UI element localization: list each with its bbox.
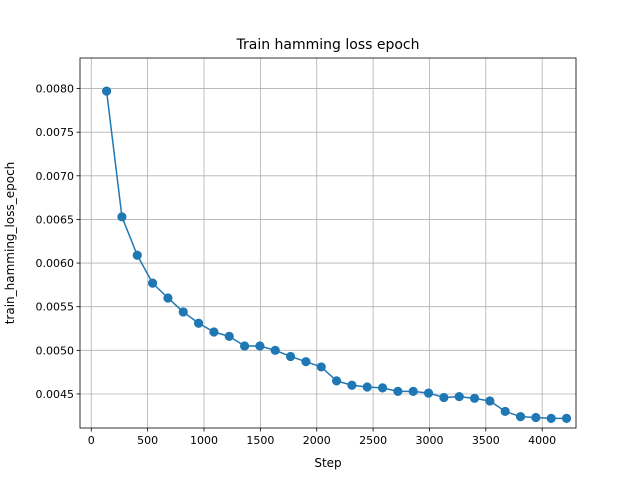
plot-frame <box>79 57 577 429</box>
plot-area <box>80 58 576 428</box>
data-point <box>178 307 188 317</box>
y-axis-ticks: 0.0045 0.0050 0.0055 0.0060 0.0065 0.0070 0.00… <box>36 83 80 401</box>
data-point <box>485 396 495 406</box>
data-point <box>546 413 556 424</box>
series-layer <box>102 86 572 424</box>
y-tick-label: 0.0065 <box>36 213 75 226</box>
data-point <box>439 392 449 403</box>
y-tick-label: 0.0045 <box>36 388 75 401</box>
data-point <box>255 341 265 351</box>
x-tick-label: 1500 <box>246 434 274 447</box>
data-point <box>377 383 388 393</box>
data-point <box>423 388 434 398</box>
y-tick-label: 0.0070 <box>36 170 75 183</box>
data-point <box>347 380 357 390</box>
data-point <box>285 351 296 362</box>
x-tick-label: 2500 <box>359 434 387 447</box>
data-point <box>531 412 541 423</box>
y-axis-label: train_hamming_loss_epoch <box>3 162 17 325</box>
data-point <box>102 86 112 96</box>
data-point <box>270 345 280 355</box>
x-tick-label: 3500 <box>472 434 500 447</box>
x-axis-ticks: 0 500 1000 1500 2000 2500 3000 3500 4000 <box>88 428 556 447</box>
y-tick-label: 0.0060 <box>36 257 75 270</box>
data-point <box>500 406 510 417</box>
data-point <box>515 412 526 422</box>
x-tick-label: 0 <box>88 434 95 447</box>
x-tick-label: 1000 <box>190 434 218 447</box>
data-point <box>362 382 372 392</box>
x-axis-label: Step <box>314 456 341 470</box>
data-point <box>163 293 173 303</box>
x-tick-label: 500 <box>137 434 158 447</box>
data-point <box>117 212 127 222</box>
chart-title: Train hamming loss epoch <box>236 37 420 53</box>
x-tick-label: 4000 <box>528 434 556 447</box>
data-point <box>209 327 219 337</box>
data-point <box>224 331 234 341</box>
y-tick-label: 0.0075 <box>36 126 75 139</box>
data-point <box>239 341 250 351</box>
data-point <box>301 357 311 367</box>
x-tick-label: 2000 <box>303 434 331 447</box>
data-point <box>193 318 204 328</box>
data-point <box>132 250 142 260</box>
data-point <box>393 386 403 396</box>
data-point <box>469 393 480 403</box>
data-point <box>454 391 464 402</box>
y-tick-label: 0.0050 <box>36 344 75 357</box>
data-point <box>147 278 158 288</box>
data-point <box>561 413 572 424</box>
y-tick-label: 0.0080 <box>36 83 75 96</box>
data-point <box>316 362 326 372</box>
y-tick-label: 0.0055 <box>36 301 75 314</box>
grid <box>80 58 576 428</box>
data-point <box>408 386 418 396</box>
x-tick-label: 3000 <box>415 434 443 447</box>
data-point <box>331 376 342 386</box>
